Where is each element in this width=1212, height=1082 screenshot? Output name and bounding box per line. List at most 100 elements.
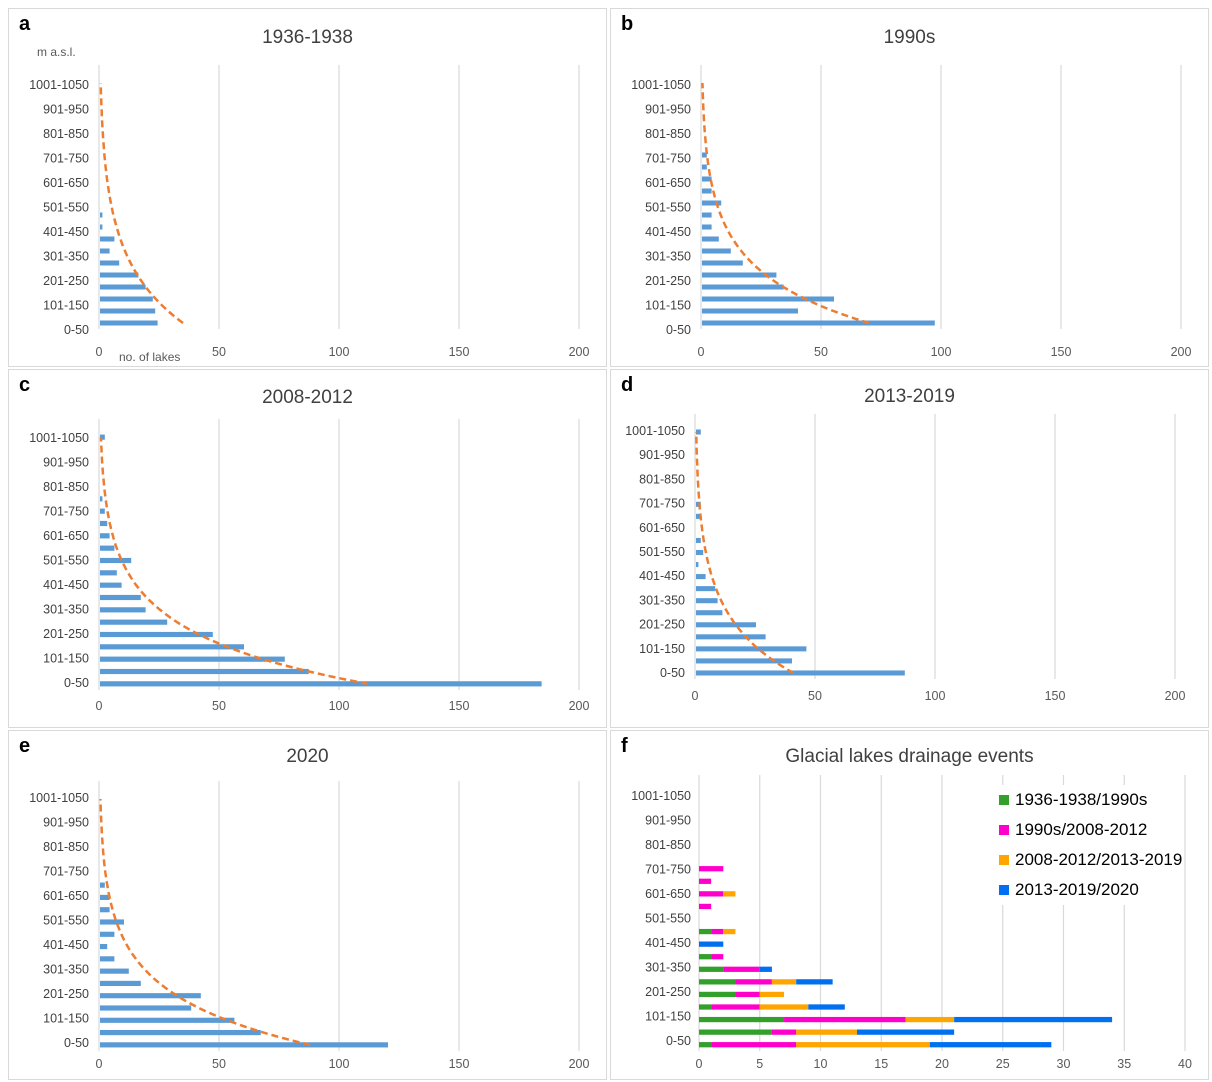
- bar-segment: [699, 928, 712, 935]
- bar: [100, 956, 115, 962]
- bar-segment: [699, 979, 736, 985]
- bar-segment: [699, 1042, 712, 1048]
- bar-segment: [796, 1042, 930, 1048]
- legend-item: 1936-1938/1990s: [999, 785, 1182, 815]
- bar-segment: [711, 928, 724, 935]
- y-tick-label: 801-850: [43, 480, 89, 494]
- bar: [100, 681, 542, 687]
- bar-segment: [954, 1016, 1113, 1023]
- panel-letter: d: [621, 374, 634, 396]
- bar: [702, 296, 834, 302]
- bar: [702, 284, 784, 290]
- y-tick-label: 101-150: [43, 299, 89, 313]
- x-tick-label: 50: [212, 345, 226, 359]
- bar: [696, 622, 756, 628]
- bar: [696, 610, 723, 616]
- chart-plot: 0 50 100 150 200 1001-1050 901-950 801-850 701-7…: [625, 414, 1185, 703]
- legend-label: 1936-1938/1990s: [1015, 790, 1148, 809]
- trendline: [99, 437, 369, 686]
- y-tick-label: 201-250: [639, 618, 685, 632]
- bar: [100, 284, 146, 290]
- y-tick-label: 901-950: [645, 814, 691, 828]
- bar: [696, 670, 905, 676]
- legend-swatch: [999, 795, 1009, 805]
- chart-title: 1990s: [883, 27, 936, 48]
- y-tick-label: 201-250: [645, 985, 691, 999]
- bar-segment: [699, 878, 712, 884]
- y-tick-label: 701-750: [645, 863, 691, 877]
- bar-segment: [699, 891, 724, 897]
- y-tick-label: 601-650: [645, 176, 691, 190]
- x-tick-label: 200: [569, 1057, 590, 1071]
- x-tick-label: 10: [814, 1057, 828, 1071]
- x-tick-label: 100: [329, 345, 350, 359]
- x-tick-label: 35: [1117, 1057, 1131, 1071]
- y-tick-label: 0-50: [666, 1034, 691, 1048]
- bar: [702, 320, 935, 326]
- legend-item: 1990s/2008-2012: [999, 815, 1182, 845]
- x-tick-label: 200: [1171, 345, 1192, 359]
- x-tick-label: 50: [808, 689, 822, 703]
- y-tick-label: 301-350: [639, 593, 685, 607]
- bar-segment: [796, 1029, 857, 1035]
- x-tick-label: 0: [698, 345, 705, 359]
- bar-segment: [759, 966, 772, 972]
- panel-letter: a: [19, 13, 31, 35]
- chart-title: 2008-2012: [262, 387, 353, 408]
- y-tick-label: 901-950: [639, 448, 685, 462]
- bar: [702, 260, 743, 266]
- bar: [100, 320, 158, 326]
- bar: [100, 1042, 388, 1048]
- bar: [100, 236, 115, 242]
- y-tick-label: 401-450: [43, 225, 89, 239]
- bar: [702, 176, 712, 182]
- y-tick-label: 601-650: [645, 887, 691, 901]
- bar: [100, 557, 132, 564]
- y-tick-label: 1001-1050: [625, 424, 685, 438]
- x-tick-label: 0: [696, 1057, 703, 1071]
- bar-segment: [771, 979, 797, 985]
- legend-item: 2013-2019/2020: [999, 875, 1182, 905]
- chart-panel-c: c 2008-2012 0 50 100 150 200 1001-1050 901-950 80…: [8, 369, 607, 728]
- bar-segment: [784, 1016, 906, 1023]
- bar-segment: [723, 966, 760, 972]
- x-tick-label: 150: [449, 1057, 470, 1071]
- bar-segment: [699, 954, 712, 960]
- chart-plot: 0 50 100 150 200 1001-1050 901-950 801-850 701-7…: [631, 65, 1192, 359]
- y-tick-label: 0-50: [64, 1036, 89, 1050]
- x-tick-label: 150: [1051, 345, 1072, 359]
- bar: [100, 533, 110, 539]
- bar-segment: [711, 1042, 797, 1048]
- chart-plot: 0 50 100 150 200 1001-1050 901-950 801-850 701-7…: [29, 781, 590, 1071]
- y-tick-label: 1001-1050: [29, 431, 89, 445]
- chart-panel-f: f Glacial lakes drainage events 0 5 10 15 20 25…: [610, 730, 1209, 1080]
- trendline: [694, 431, 795, 675]
- panel-letter: b: [621, 13, 634, 35]
- bar: [702, 200, 722, 206]
- bar: [696, 537, 701, 543]
- legend-swatch: [999, 825, 1009, 835]
- y-tick-label: 101-150: [43, 652, 89, 666]
- legend-swatch: [999, 885, 1009, 895]
- bar-segment: [929, 1042, 1052, 1048]
- y-tick-label: 701-750: [43, 505, 89, 519]
- y-tick-label: 701-750: [639, 497, 685, 511]
- y-tick-label: 1001-1050: [29, 791, 89, 805]
- y-tick-label: 201-250: [43, 274, 89, 288]
- bar: [100, 272, 139, 278]
- legend: 1936-1938/1990s 1990s/2008-2012 2008-2012/…: [999, 785, 1183, 905]
- bar-segment: [735, 979, 772, 985]
- y-tick-label: 1001-1050: [631, 78, 691, 92]
- legend-item: 2008-2012/2013-2019: [999, 845, 1182, 875]
- bar-segment: [759, 991, 785, 998]
- panel-letter: f: [621, 735, 628, 757]
- trendline: [99, 82, 184, 324]
- x-tick-label: 50: [814, 345, 828, 359]
- bar: [100, 1029, 261, 1036]
- y-tick-label: 501-550: [43, 554, 89, 568]
- y-tick-label: 401-450: [43, 578, 89, 592]
- bar: [100, 248, 110, 254]
- y-tick-label: 401-450: [43, 938, 89, 952]
- bar: [702, 188, 712, 194]
- x-tick-label: 0: [692, 689, 699, 703]
